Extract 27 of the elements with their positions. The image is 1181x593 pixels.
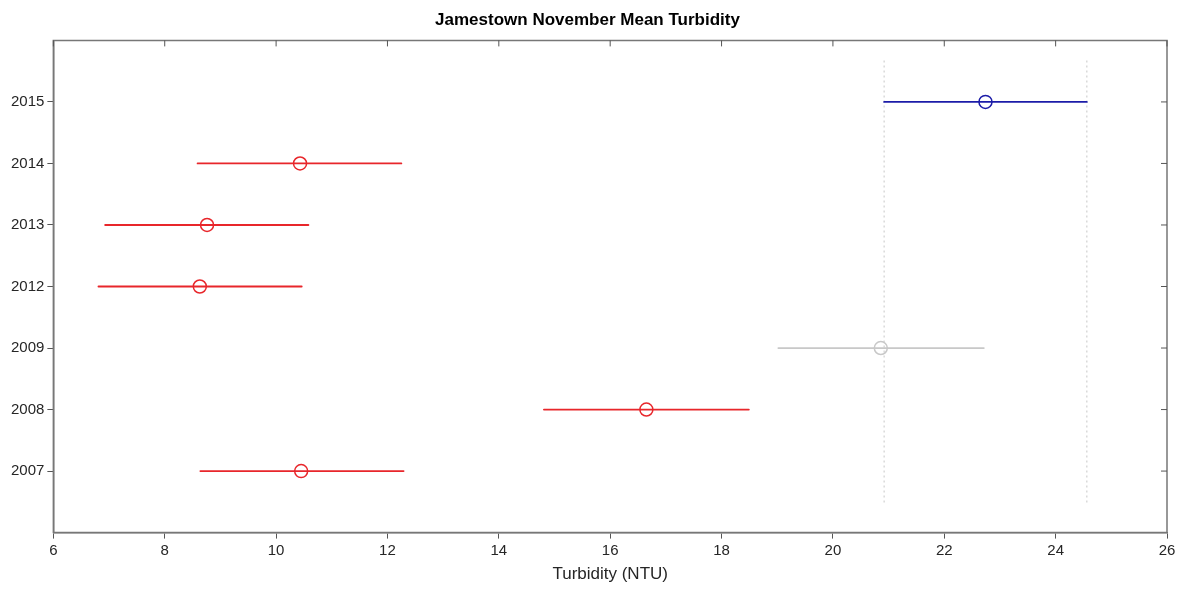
x-tick-label: 18 [713,540,730,558]
chart-title: Jamestown November Mean Turbidity [435,9,741,29]
x-tick-label: 26 [1158,540,1176,558]
point [293,463,309,479]
y-tick-label: 2013 [10,215,45,233]
y-tick-label: 2014 [10,153,45,171]
y-tick-label: 2012 [10,276,45,294]
x-tick-label: 20 [824,540,842,558]
x-tick-label: 12 [379,540,396,558]
y-tick-label: 2008 [10,399,45,417]
point [292,156,308,171]
x-tick-label: 10 [267,540,285,558]
y-tick-label: 2007 [10,461,45,479]
x-tick-label: 14 [490,540,508,558]
y-tick-label: 2015 [10,92,45,110]
x-tick-label: 6 [49,540,58,558]
point [978,94,993,110]
point [873,340,889,356]
x-tick-label: 8 [160,540,169,558]
point [199,217,215,233]
y-tick-label: 2009 [10,338,45,356]
point [639,402,654,417]
x-tick-label: 22 [935,540,953,558]
point [192,279,208,294]
x-axis-title: Turbidity (NTU) [552,564,668,584]
x-tick-label: 16 [601,540,619,558]
x-tick-label: 24 [1047,540,1064,558]
